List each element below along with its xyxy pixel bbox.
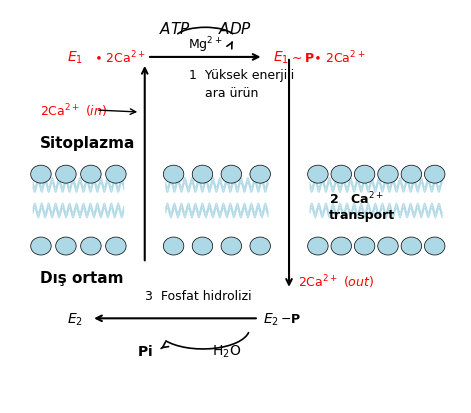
Circle shape bbox=[56, 237, 76, 255]
Circle shape bbox=[354, 166, 375, 184]
Circle shape bbox=[424, 166, 445, 184]
Circle shape bbox=[308, 237, 328, 255]
Circle shape bbox=[192, 237, 213, 255]
Text: $\it{E}_1$: $\it{E}_1$ bbox=[273, 50, 289, 66]
Text: $\it{E}_2$: $\it{E}_2$ bbox=[263, 311, 279, 327]
Text: 1  Yüksek enerjili
    ara ürün: 1 Yüksek enerjili ara ürün bbox=[189, 69, 294, 100]
Text: 2Ca$^{2+}$ ($\it{in}$): 2Ca$^{2+}$ ($\it{in}$) bbox=[40, 102, 107, 119]
Circle shape bbox=[331, 166, 351, 184]
Text: $-$$\bf{P}$: $-$$\bf{P}$ bbox=[280, 312, 301, 325]
Circle shape bbox=[221, 237, 242, 255]
Circle shape bbox=[424, 237, 445, 255]
Circle shape bbox=[31, 166, 51, 184]
Circle shape bbox=[163, 237, 184, 255]
Circle shape bbox=[221, 166, 242, 184]
Text: $\it{ATP}$: $\it{ATP}$ bbox=[159, 21, 191, 37]
Circle shape bbox=[106, 166, 126, 184]
Circle shape bbox=[308, 166, 328, 184]
Text: 2Ca$^{2+}$ ($\it{out}$): 2Ca$^{2+}$ ($\it{out}$) bbox=[298, 273, 374, 291]
Text: $\it{ADP}$: $\it{ADP}$ bbox=[219, 21, 252, 37]
Circle shape bbox=[378, 237, 398, 255]
Circle shape bbox=[163, 166, 184, 184]
Text: Dış ortam: Dış ortam bbox=[40, 271, 123, 285]
Text: 3  Fosfat hidrolizi: 3 Fosfat hidrolizi bbox=[145, 290, 252, 303]
Circle shape bbox=[401, 237, 422, 255]
Text: $\bullet$ 2Ca$^{2+}$: $\bullet$ 2Ca$^{2+}$ bbox=[94, 50, 146, 66]
Circle shape bbox=[56, 166, 76, 184]
Circle shape bbox=[378, 166, 398, 184]
Text: Mg$^{2+}$: Mg$^{2+}$ bbox=[188, 36, 222, 55]
Circle shape bbox=[354, 237, 375, 255]
Circle shape bbox=[401, 166, 422, 184]
Circle shape bbox=[81, 166, 101, 184]
Text: 2   Ca$^{2+}$: 2 Ca$^{2+}$ bbox=[329, 190, 384, 206]
Circle shape bbox=[81, 237, 101, 255]
Text: Sitoplazma: Sitoplazma bbox=[40, 136, 135, 151]
Circle shape bbox=[106, 237, 126, 255]
Text: $\it{E}_2$: $\it{E}_2$ bbox=[67, 311, 83, 327]
Text: $\sim$$\bf{P}$$\bullet$ 2Ca$^{2+}$: $\sim$$\bf{P}$$\bullet$ 2Ca$^{2+}$ bbox=[289, 50, 365, 66]
Text: H$_2$O: H$_2$O bbox=[211, 343, 241, 359]
Circle shape bbox=[250, 166, 270, 184]
Text: $\it{E}_1$: $\it{E}_1$ bbox=[67, 50, 83, 66]
Circle shape bbox=[192, 166, 213, 184]
Circle shape bbox=[250, 237, 270, 255]
Circle shape bbox=[31, 237, 51, 255]
Text: transport: transport bbox=[329, 208, 395, 221]
Text: $\bf{Pi}$: $\bf{Pi}$ bbox=[137, 344, 153, 358]
Circle shape bbox=[331, 237, 351, 255]
